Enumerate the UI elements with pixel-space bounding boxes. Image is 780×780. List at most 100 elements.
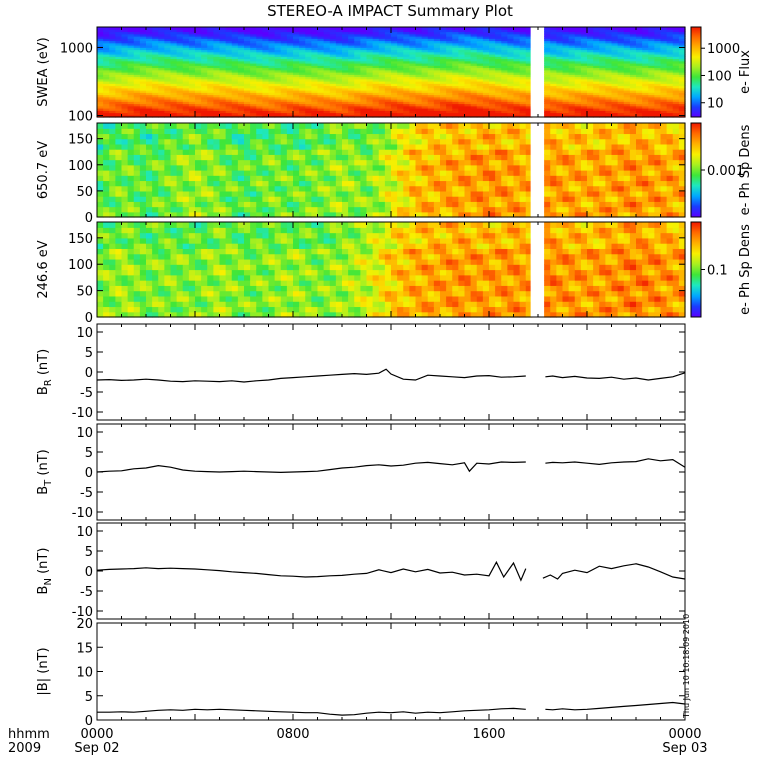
heatmap-cell bbox=[152, 90, 159, 93]
heatmap-cell bbox=[642, 31, 649, 35]
heatmap-cell bbox=[629, 36, 637, 39]
heatmap-cell bbox=[201, 83, 208, 87]
heatmap-cell bbox=[458, 83, 466, 87]
heatmap-cell bbox=[384, 83, 392, 87]
heatmap-cell bbox=[342, 51, 349, 55]
heatmap-cell bbox=[501, 45, 508, 48]
heatmap-cell bbox=[280, 54, 288, 57]
heatmap-cell bbox=[648, 63, 655, 66]
heatmap-cell bbox=[501, 40, 508, 44]
heatmap-cell bbox=[507, 56, 515, 60]
heatmap-cell bbox=[562, 56, 570, 60]
heatmap-cell bbox=[170, 128, 178, 135]
heatmap-cell bbox=[164, 36, 172, 39]
heatmap-cell bbox=[415, 90, 423, 93]
heatmap-cell bbox=[629, 40, 637, 44]
heatmap-cell bbox=[274, 69, 282, 73]
heatmap-cell bbox=[599, 101, 606, 105]
heatmap-cell bbox=[427, 185, 435, 192]
heatmap-cell bbox=[115, 51, 123, 55]
heatmap-cell bbox=[354, 76, 361, 80]
heatmap-cell bbox=[256, 92, 263, 96]
heatmap-cell bbox=[268, 138, 276, 145]
heatmap-cell bbox=[599, 72, 606, 75]
heatmap-cell bbox=[397, 63, 404, 66]
data-gap bbox=[530, 27, 543, 117]
heatmap-cell bbox=[372, 92, 380, 96]
heatmap-cell bbox=[152, 63, 159, 66]
heatmap-cell bbox=[470, 170, 478, 176]
heatmap-cell bbox=[378, 105, 386, 109]
heatmap-cell bbox=[121, 49, 129, 53]
heatmap-cell bbox=[152, 190, 159, 197]
heatmap-cell bbox=[213, 49, 221, 53]
heatmap-cell bbox=[433, 36, 441, 39]
heatmap-cell bbox=[464, 83, 472, 87]
heatmap-cell bbox=[568, 76, 576, 80]
heatmap-cell bbox=[433, 138, 441, 145]
heatmap-cell bbox=[250, 38, 257, 42]
heatmap-cell bbox=[195, 190, 202, 197]
heatmap-cell bbox=[433, 60, 441, 64]
heatmap-cell bbox=[225, 74, 233, 78]
heatmap-cell bbox=[421, 54, 429, 57]
heatmap-cell bbox=[311, 105, 319, 109]
heatmap-cell bbox=[219, 154, 227, 161]
heatmap-cell bbox=[311, 154, 319, 161]
heatmap-cell bbox=[360, 58, 368, 62]
heatmap-cell bbox=[293, 159, 300, 166]
heatmap-cell bbox=[268, 190, 276, 197]
heatmap-cell bbox=[201, 190, 208, 197]
heatmap-cell bbox=[629, 94, 637, 98]
heatmap-cell bbox=[489, 170, 496, 176]
heatmap-cell bbox=[495, 110, 502, 114]
heatmap-cell bbox=[519, 69, 527, 73]
heatmap-cell bbox=[642, 36, 649, 39]
heatmap-cell bbox=[501, 78, 508, 82]
heatmap-cell bbox=[250, 58, 257, 62]
heatmap-cell bbox=[146, 63, 153, 66]
heatmap-cell bbox=[433, 159, 441, 166]
heatmap-cell bbox=[593, 105, 600, 109]
heatmap-cell bbox=[139, 29, 147, 33]
heatmap-cell bbox=[158, 108, 165, 111]
heatmap-cell bbox=[372, 190, 380, 197]
heatmap-cell bbox=[103, 90, 110, 93]
heatmap-cell bbox=[470, 29, 478, 33]
heatmap-cell bbox=[317, 36, 325, 39]
heatmap-cell bbox=[519, 36, 527, 39]
heatmap-cell bbox=[513, 101, 521, 105]
heatmap-cell bbox=[348, 54, 355, 57]
heatmap-cell bbox=[507, 76, 515, 80]
heatmap-cell bbox=[587, 85, 594, 89]
heatmap-cell bbox=[574, 101, 582, 105]
heatmap-cell bbox=[231, 29, 239, 33]
heatmap-cell bbox=[482, 128, 490, 135]
heatmap-cell bbox=[458, 206, 466, 213]
heatmap-cell bbox=[427, 170, 435, 176]
heatmap-cell bbox=[354, 29, 361, 33]
heatmap-cell bbox=[237, 154, 245, 161]
heatmap-cell bbox=[678, 90, 686, 93]
heatmap-cell bbox=[109, 42, 116, 46]
heatmap-cell bbox=[654, 31, 662, 35]
heatmap-cell bbox=[427, 51, 435, 55]
heatmap-cell bbox=[476, 67, 484, 71]
heatmap-cell bbox=[660, 54, 668, 57]
heatmap-cell bbox=[256, 211, 263, 218]
heatmap-cell bbox=[648, 54, 655, 57]
heatmap-cell bbox=[391, 211, 398, 218]
heatmap-cell bbox=[562, 69, 570, 73]
heatmap-cell bbox=[446, 149, 453, 155]
heatmap-cell bbox=[299, 42, 306, 46]
heatmap-cell bbox=[139, 58, 147, 62]
heatmap-cell bbox=[378, 36, 386, 39]
heatmap-cell bbox=[201, 54, 208, 57]
heatmap-cell bbox=[593, 45, 600, 48]
heatmap-cell bbox=[415, 49, 423, 53]
heatmap-cell bbox=[305, 138, 312, 145]
heatmap-cell bbox=[231, 47, 239, 51]
heatmap-cell bbox=[421, 38, 429, 42]
heatmap-cell bbox=[636, 96, 643, 100]
heatmap-cell bbox=[617, 114, 625, 118]
